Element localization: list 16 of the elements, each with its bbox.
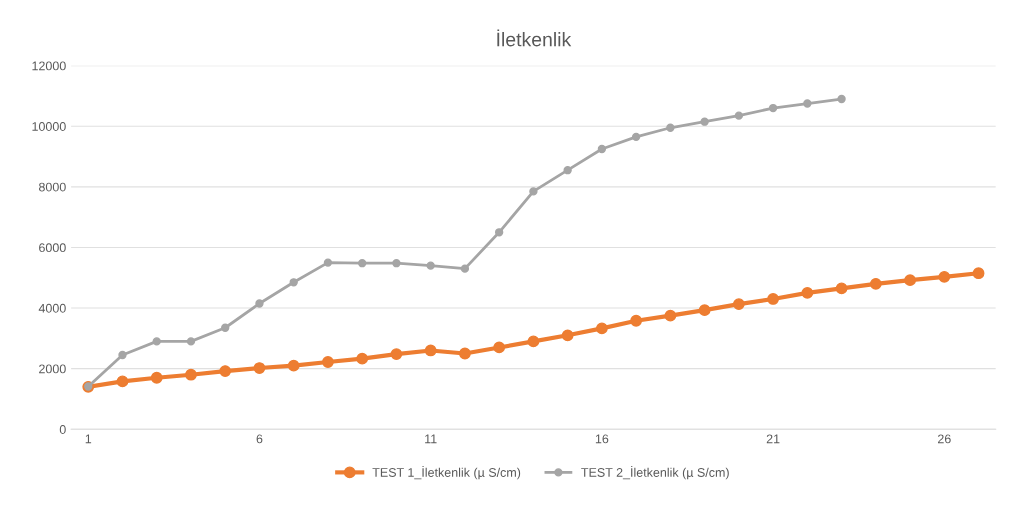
x-tick-label: 1 [85,434,92,444]
y-tick-label: 2000 [39,364,66,374]
legend-label: TEST 2_İletkenlik (µ S/cm) [581,465,729,480]
y-tick-label: 0 [59,425,66,434]
y-tick-label: 6000 [39,243,66,253]
x-tick-label: 6 [256,434,263,444]
y-tick-label: 4000 [38,303,66,313]
y-tick-label: 8000 [39,182,66,192]
legend-label: TEST 1_İletkenlik (µ S/cm) [372,465,521,480]
x-tick-label: 21 [766,434,780,444]
y-tick-label: 10000 [32,122,66,131]
chart-title: İletkenlik [497,29,572,47]
y-tick-label: 12000 [32,61,66,71]
x-tick-label: 16 [595,434,609,444]
x-tick-label: 26 [937,434,951,444]
x-tick-label: 11 [425,434,437,444]
